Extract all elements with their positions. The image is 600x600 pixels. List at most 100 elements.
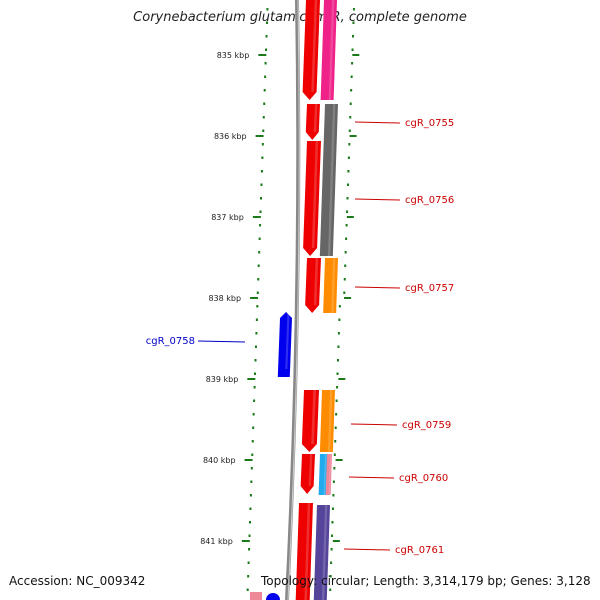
minor-tick: [250, 494, 252, 497]
minor-tick: [263, 103, 265, 106]
minor-tick: [346, 224, 348, 227]
gene-label-cgR_0756: cgR_0756: [405, 195, 454, 206]
minor-tick: [353, 8, 355, 11]
label-leader-cgR_0759: [351, 424, 397, 425]
cds-feature: [301, 454, 315, 494]
minor-tick: [247, 589, 249, 592]
backbone-arc: [287, 0, 298, 600]
minor-tick: [264, 76, 266, 79]
gene-cgR-0758: [278, 312, 292, 377]
minor-tick: [348, 143, 350, 146]
gene-label-cgR_0760: cgR_0760: [399, 473, 448, 484]
minor-tick: [265, 49, 267, 52]
pink-fragment: [250, 592, 262, 600]
gene-features: [250, 0, 338, 600]
minor-tick: [350, 103, 352, 106]
minor-tick: [251, 467, 253, 470]
minor-tick: [248, 562, 250, 565]
minor-tick: [334, 454, 336, 457]
minor-tick: [329, 589, 331, 592]
minor-tick: [258, 251, 260, 254]
minor-tick: [266, 22, 268, 25]
minor-tick: [347, 170, 349, 173]
gene-label-cgR_0757: cgR_0757: [405, 283, 454, 294]
minor-tick: [258, 265, 260, 268]
minor-tick: [262, 130, 264, 133]
minor-tick: [345, 251, 347, 254]
minor-tick: [335, 413, 337, 416]
minor-tick: [255, 346, 257, 349]
minor-tick: [252, 440, 254, 443]
tick-label: 840 kbp: [203, 456, 236, 465]
minor-tick: [260, 184, 262, 187]
minor-tick: [338, 332, 340, 335]
minor-tick: [336, 386, 338, 389]
minor-tick: [338, 319, 340, 322]
gene-label-cgR_0755: cgR_0755: [405, 118, 454, 129]
minor-tick: [331, 548, 333, 551]
cds-feature: [302, 390, 319, 452]
cds-feature: [303, 141, 321, 256]
minor-tick: [265, 62, 267, 65]
minor-tick: [347, 197, 349, 200]
label-leader-cgR_0756: [355, 199, 400, 200]
minor-tick: [249, 508, 251, 511]
minor-tick: [256, 319, 258, 322]
minor-tick: [344, 278, 346, 281]
label-leader-cgR_0761: [344, 549, 390, 550]
gene-cgR-0754: [321, 0, 337, 100]
label-leader-cgR_0760: [349, 477, 394, 478]
gene-label-cgR_0759: cgR_0759: [402, 420, 451, 431]
minor-tick: [344, 265, 346, 268]
minor-tick: [249, 521, 251, 524]
minor-tick: [351, 76, 353, 79]
tick-label: 835 kbp: [217, 51, 250, 60]
minor-tick: [260, 211, 262, 214]
accession-text: Accession: NC_009342: [9, 574, 145, 588]
tick-label: 837 kbp: [211, 213, 244, 222]
minor-tick: [332, 494, 334, 497]
minor-tick: [346, 211, 348, 214]
minor-tick: [262, 143, 264, 146]
label-leader-cgR_0755: [355, 122, 400, 123]
minor-tick: [257, 292, 259, 295]
minor-tick: [339, 305, 341, 308]
minor-tick: [337, 346, 339, 349]
minor-tick: [352, 22, 354, 25]
cds-feature: [306, 104, 320, 140]
minor-tick: [331, 535, 333, 538]
minor-tick: [253, 413, 255, 416]
minor-tick: [261, 157, 263, 160]
minor-tick: [330, 562, 332, 565]
tick-label: 839 kbp: [206, 375, 239, 384]
minor-tick: [333, 467, 335, 470]
minor-tick: [261, 170, 263, 173]
gene-cgR-0759: [320, 390, 335, 452]
backbone: [287, 0, 299, 600]
minor-tick: [343, 292, 345, 295]
minor-tick: [352, 49, 354, 52]
minor-tick: [349, 130, 351, 133]
minor-tick: [254, 373, 256, 376]
minor-tick: [331, 521, 333, 524]
tick-label: 836 kbp: [214, 132, 247, 141]
minor-tick: [345, 238, 347, 241]
minor-tick: [350, 89, 352, 92]
minor-tick: [336, 400, 338, 403]
minor-tick: [348, 157, 350, 160]
minor-tick: [349, 116, 351, 119]
topology-text: Topology: circular; Length: 3,314,179 bp…: [261, 574, 591, 588]
genome-map: 835 kbp836 kbp837 kbp838 kbp839 kbp840 k…: [0, 0, 600, 600]
minor-tick: [334, 440, 336, 443]
minor-tick: [254, 386, 256, 389]
minor-tick: [248, 548, 250, 551]
minor-tick: [251, 454, 253, 457]
minor-tick: [256, 305, 258, 308]
minor-tick: [252, 427, 254, 430]
minor-tick: [259, 238, 261, 241]
minor-tick: [332, 508, 334, 511]
minor-tick: [352, 35, 354, 38]
minor-tick: [266, 8, 268, 11]
cds-feature: [305, 258, 321, 313]
cds-feature: [303, 0, 320, 100]
